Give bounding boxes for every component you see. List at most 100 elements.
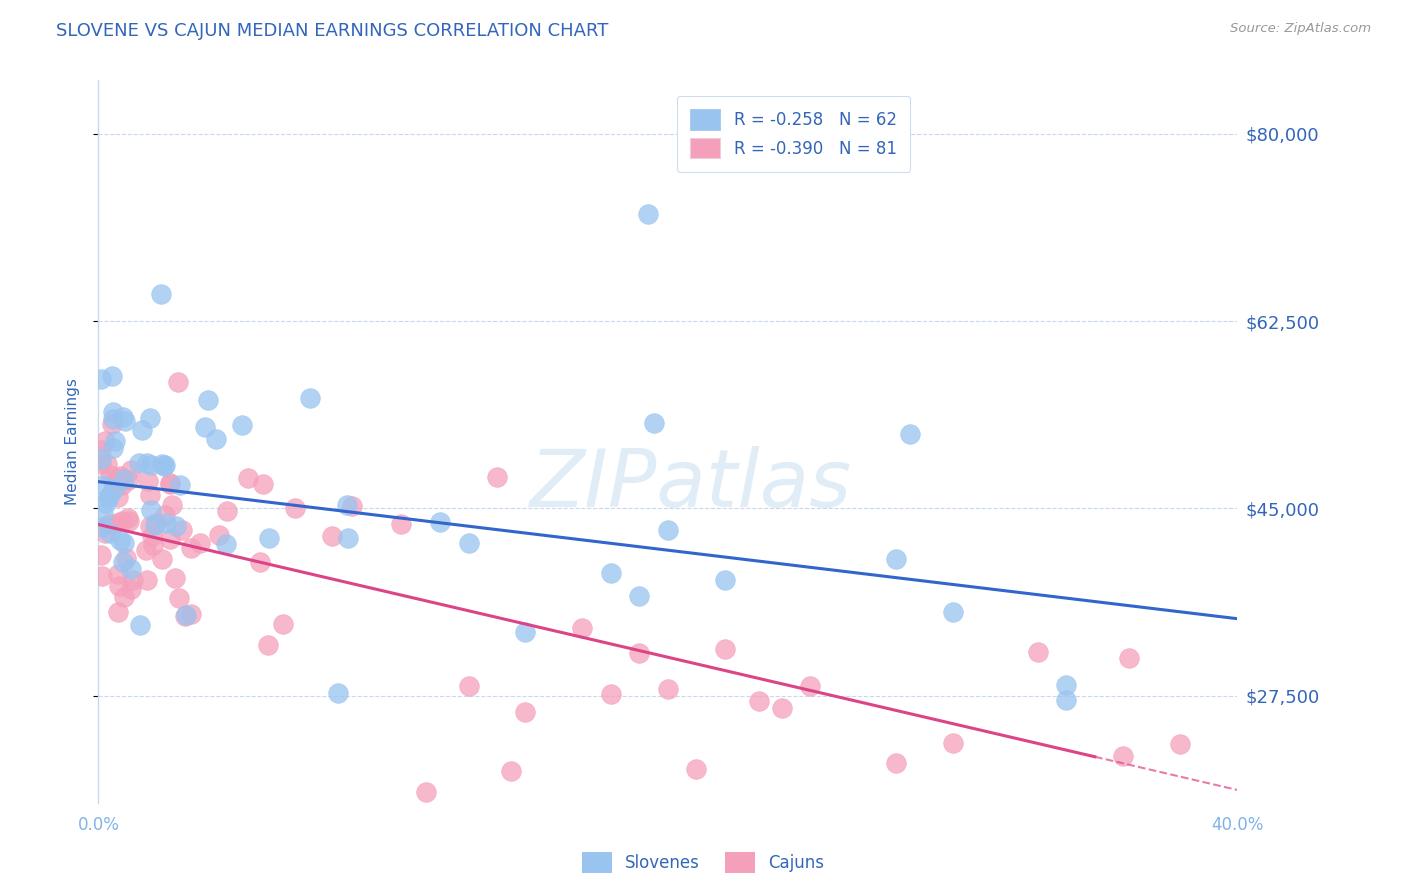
Point (321, 529, 343, 543)
Point (103, 482, 125, 496)
Point (942, 736, 965, 750)
Point (231, 418, 253, 433)
Point (94, 496, 117, 510)
Point (571, 621, 593, 635)
Point (150, 457, 173, 471)
Point (214, 537, 236, 551)
Point (104, 434, 127, 449)
Point (117, 473, 139, 487)
Point (90, 520, 112, 534)
Point (138, 487, 160, 501)
Point (1112, 748, 1135, 763)
Point (236, 471, 259, 485)
Point (117, 510, 139, 524)
Point (799, 679, 821, 693)
Point (153, 458, 176, 473)
Point (170, 524, 193, 538)
Point (457, 535, 479, 549)
Point (208, 528, 231, 542)
Point (942, 605, 965, 619)
Point (90, 457, 112, 471)
Point (174, 607, 197, 622)
Point (91, 477, 114, 491)
Point (118, 514, 141, 528)
Point (131, 423, 153, 437)
Point (169, 478, 191, 492)
Point (167, 591, 190, 605)
Point (160, 498, 183, 512)
Point (145, 516, 167, 530)
Point (284, 501, 307, 516)
Point (328, 686, 350, 700)
Point (257, 638, 280, 652)
Point (90, 549, 112, 563)
Point (142, 538, 165, 552)
Point (136, 456, 159, 470)
Point (139, 519, 162, 533)
Text: Source: ZipAtlas.com: Source: ZipAtlas.com (1230, 22, 1371, 36)
Point (141, 502, 163, 516)
Point (165, 519, 187, 533)
Text: SLOVENE VS CAJUN MEDIAN EARNINGS CORRELATION CHART: SLOVENE VS CAJUN MEDIAN EARNINGS CORRELA… (56, 22, 609, 40)
Point (90, 372, 112, 386)
Point (108, 533, 131, 548)
Point (252, 477, 274, 491)
Point (112, 536, 135, 550)
Point (457, 679, 479, 693)
Point (657, 681, 679, 696)
Point (122, 573, 145, 587)
Point (600, 566, 623, 580)
Point (180, 607, 202, 621)
Point (97, 516, 120, 531)
Point (120, 582, 142, 596)
Point (111, 555, 134, 569)
Point (249, 555, 271, 569)
Point (90, 443, 112, 458)
Point (336, 498, 359, 512)
Point (155, 516, 177, 530)
Point (107, 491, 129, 505)
Point (153, 458, 176, 472)
Text: ZIPatlas: ZIPatlas (530, 446, 852, 524)
Point (180, 541, 202, 556)
Point (748, 694, 770, 708)
Point (108, 578, 131, 592)
Point (107, 471, 129, 485)
Point (259, 531, 281, 545)
Point (94, 526, 117, 541)
Point (101, 441, 124, 455)
Point (135, 542, 157, 557)
Point (139, 458, 162, 472)
Point (884, 756, 907, 770)
Point (515, 706, 537, 720)
Point (143, 518, 166, 533)
Point (112, 472, 135, 486)
Point (1026, 645, 1049, 659)
Point (101, 475, 124, 490)
Point (96, 457, 118, 471)
Point (714, 573, 737, 587)
Point (111, 409, 134, 424)
Point (97, 491, 120, 505)
Point (105, 516, 128, 531)
Point (271, 616, 294, 631)
Point (128, 618, 150, 632)
Point (120, 463, 142, 477)
Point (159, 476, 181, 491)
Point (112, 590, 135, 604)
Legend: Slovenes, Cajuns: Slovenes, Cajuns (575, 846, 831, 880)
Point (770, 701, 793, 715)
Point (190, 535, 212, 549)
Point (139, 411, 162, 425)
Point (101, 417, 124, 431)
Point (111, 514, 134, 528)
Point (637, 207, 659, 221)
Point (100, 526, 122, 541)
Point (415, 785, 437, 799)
Point (120, 562, 142, 576)
Point (515, 624, 537, 639)
Point (205, 432, 228, 446)
Point (94, 434, 117, 449)
Point (486, 469, 509, 483)
Point (141, 528, 163, 542)
